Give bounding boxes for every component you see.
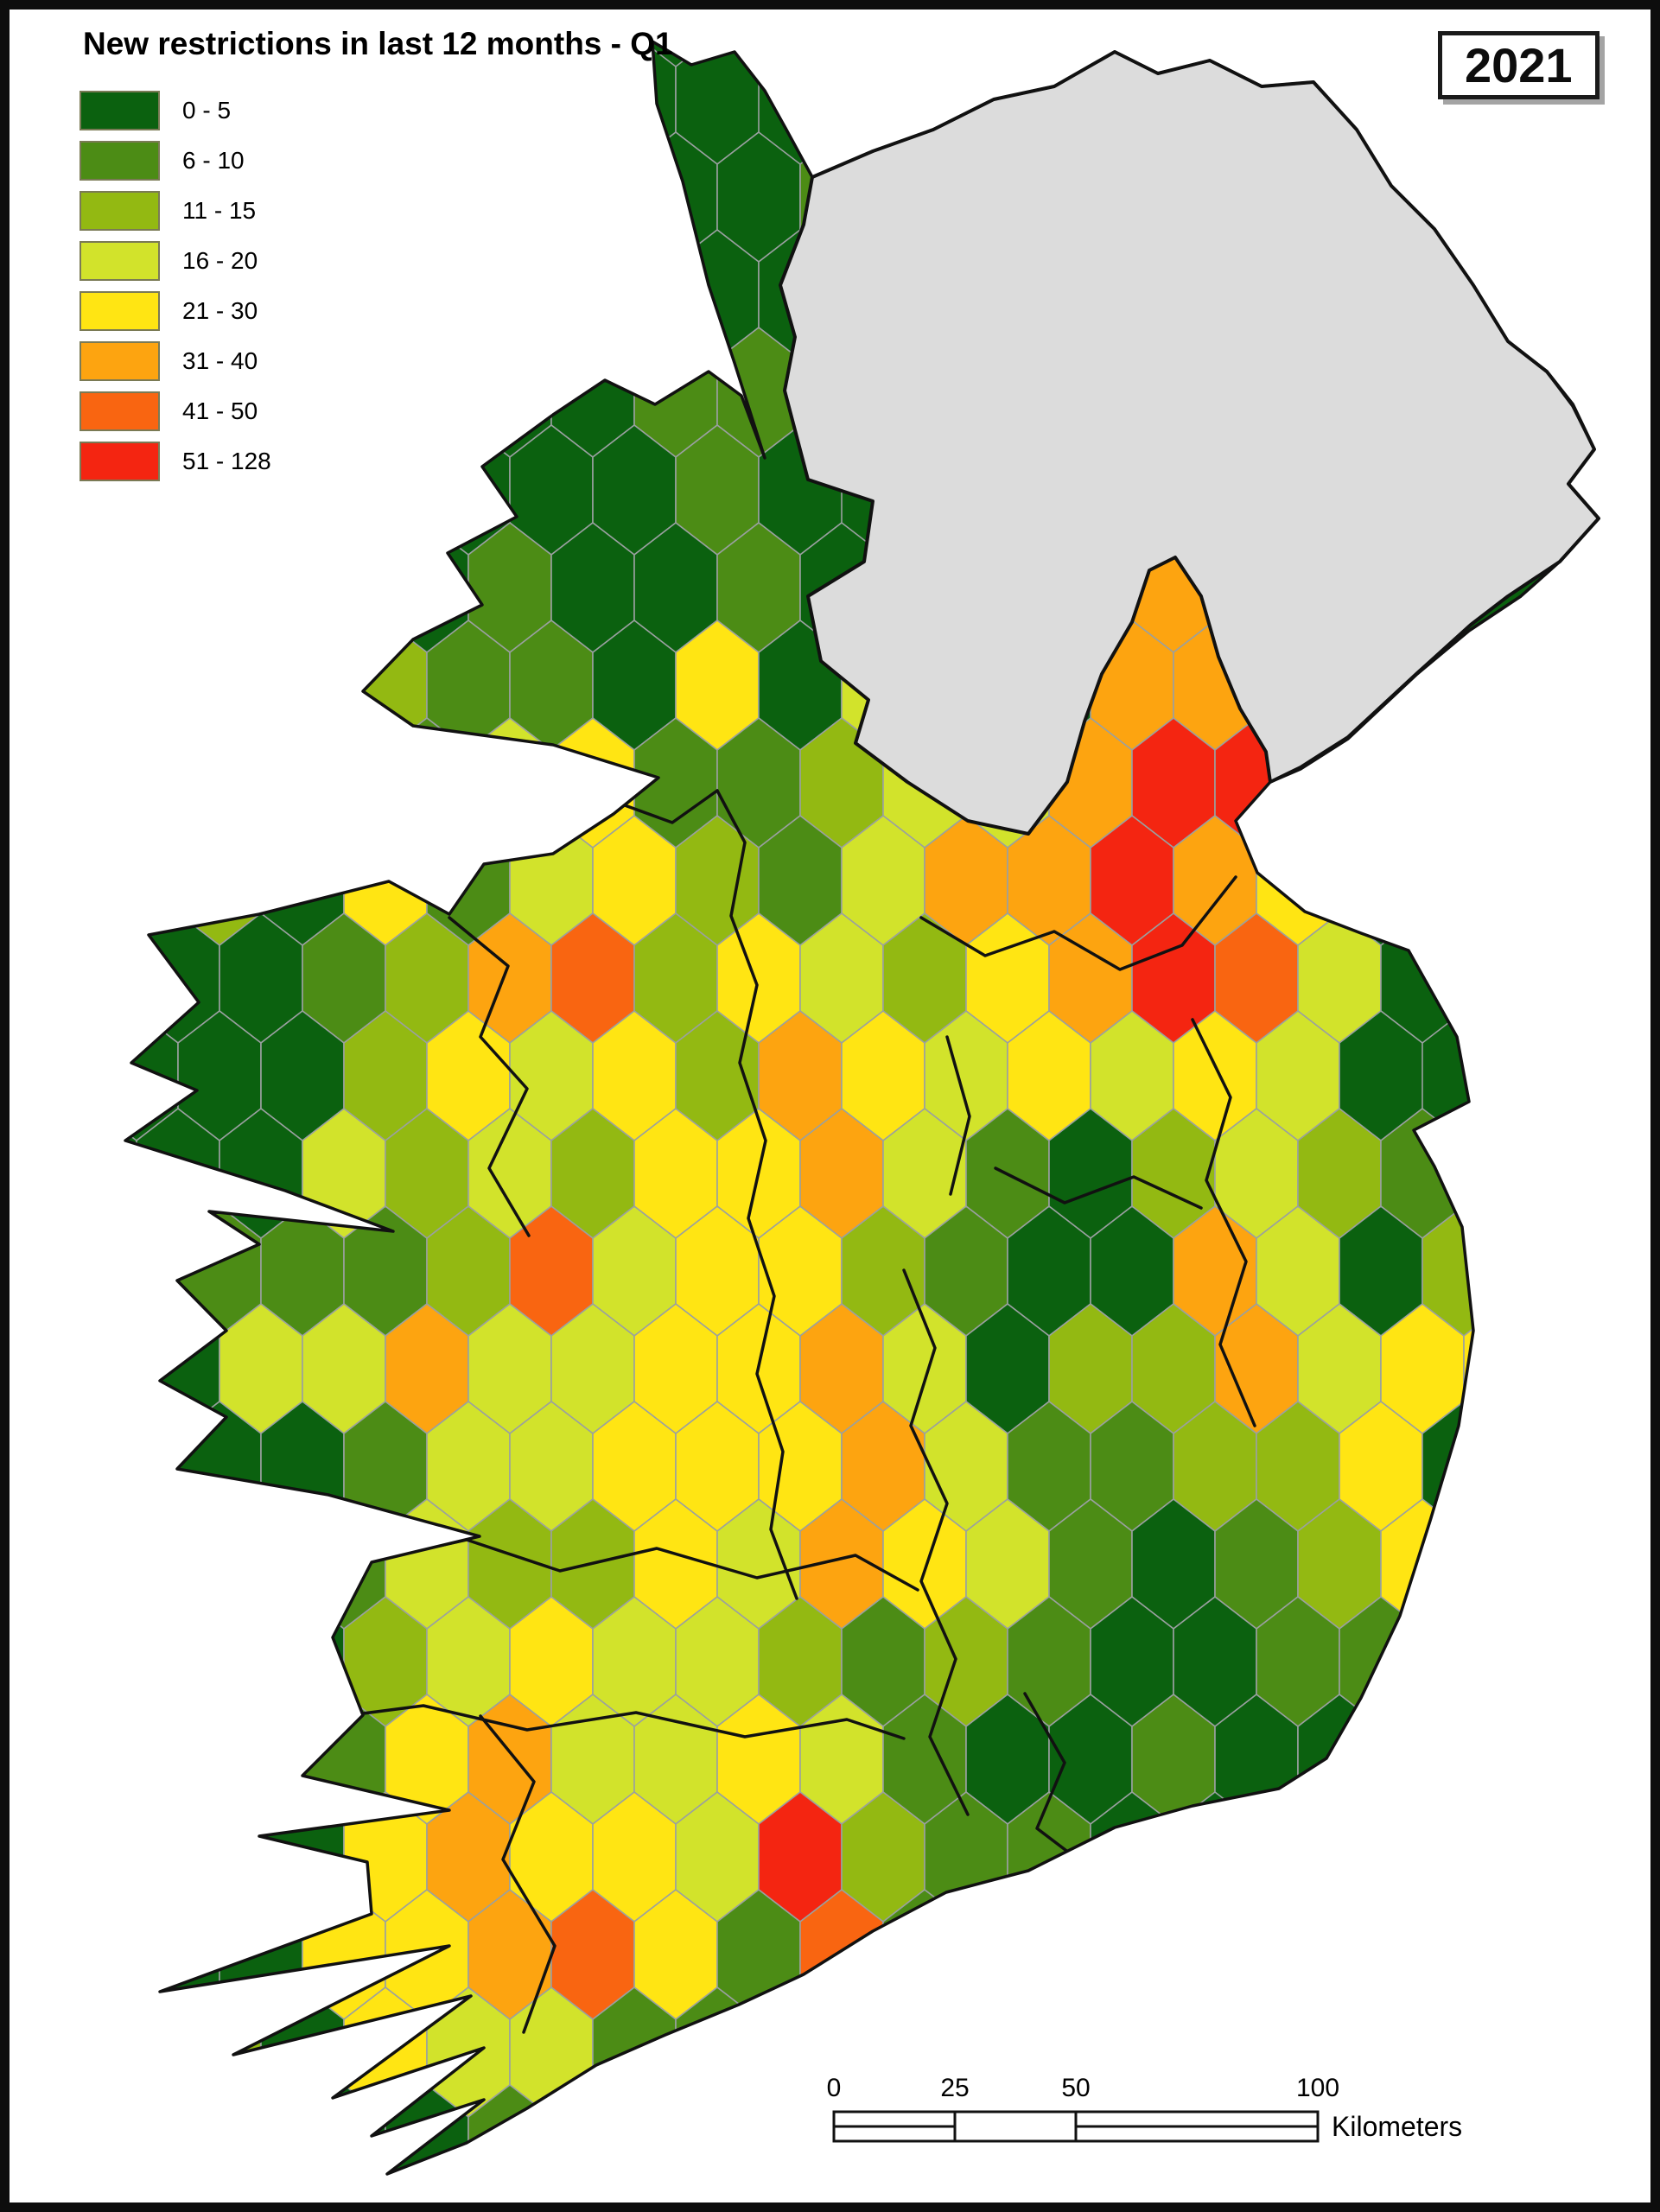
county-line bbox=[1023, 1692, 1089, 1868]
county-line bbox=[994, 1166, 1203, 1210]
scale-bar: 0 25 50 100 Kilometers bbox=[827, 2074, 1462, 2143]
legend-swatch bbox=[80, 240, 160, 281]
legend-swatch bbox=[80, 90, 160, 130]
county-line bbox=[315, 1704, 906, 1740]
scale-segment bbox=[832, 2125, 957, 2143]
scale-segment bbox=[832, 2110, 957, 2128]
legend-label: 21 - 30 bbox=[182, 296, 258, 324]
county-line bbox=[716, 789, 798, 1600]
legend-swatch bbox=[80, 441, 160, 481]
scale-tick-label: 50 bbox=[1061, 2074, 1090, 2102]
scale-segment bbox=[1074, 2125, 1320, 2143]
legend-label: 31 - 40 bbox=[182, 346, 258, 374]
legend-label: 11 - 15 bbox=[182, 196, 257, 224]
legend-swatch bbox=[80, 340, 160, 381]
legend-label: 41 - 50 bbox=[182, 397, 258, 424]
legend-item-2: 6 - 10 bbox=[80, 140, 271, 181]
legend-label: 0 - 5 bbox=[182, 96, 232, 124]
scale-tick-label: 0 bbox=[827, 2074, 842, 2102]
legend-item-4: 16 - 20 bbox=[80, 240, 271, 281]
legend-label: 51 - 128 bbox=[182, 447, 271, 474]
scale-unit-label: Kilometers bbox=[1332, 2111, 1462, 2142]
county-line bbox=[1191, 1018, 1256, 1427]
county-boundaries bbox=[315, 789, 1256, 2034]
year-badge: 2021 bbox=[1438, 31, 1600, 99]
legend-item-5: 21 - 30 bbox=[80, 290, 271, 331]
legend-swatch bbox=[80, 190, 160, 231]
legend-label: 16 - 20 bbox=[182, 246, 258, 274]
legend-swatch bbox=[80, 391, 160, 431]
legend-item-7: 41 - 50 bbox=[80, 391, 271, 431]
scale-tick-label: 25 bbox=[940, 2074, 969, 2102]
legend-swatch bbox=[80, 140, 160, 181]
county-line bbox=[919, 875, 1237, 971]
county-line bbox=[448, 916, 531, 1237]
legend-item-8: 51 - 128 bbox=[80, 441, 271, 481]
scale-segment bbox=[953, 2110, 1078, 2143]
legend-swatch bbox=[80, 290, 160, 331]
scale-segment bbox=[1074, 2110, 1320, 2128]
county-line bbox=[945, 1035, 971, 1196]
map-title: New restrictions in last 12 months - Q1 bbox=[83, 26, 673, 61]
legend-item-6: 31 - 40 bbox=[80, 340, 271, 381]
county-line bbox=[902, 1268, 970, 1816]
legend-item-1: 0 - 5 bbox=[80, 90, 271, 130]
county-line bbox=[479, 1714, 557, 2034]
scale-tick-label: 100 bbox=[1296, 2074, 1339, 2102]
legend-label: 6 - 10 bbox=[182, 146, 245, 174]
coastline-outline bbox=[124, 40, 1600, 2176]
legend-item-3: 11 - 15 bbox=[80, 190, 271, 231]
legend: 0 - 5 6 - 10 11 - 15 16 - 20 21 - 30 31 - 40 4… bbox=[80, 90, 271, 491]
